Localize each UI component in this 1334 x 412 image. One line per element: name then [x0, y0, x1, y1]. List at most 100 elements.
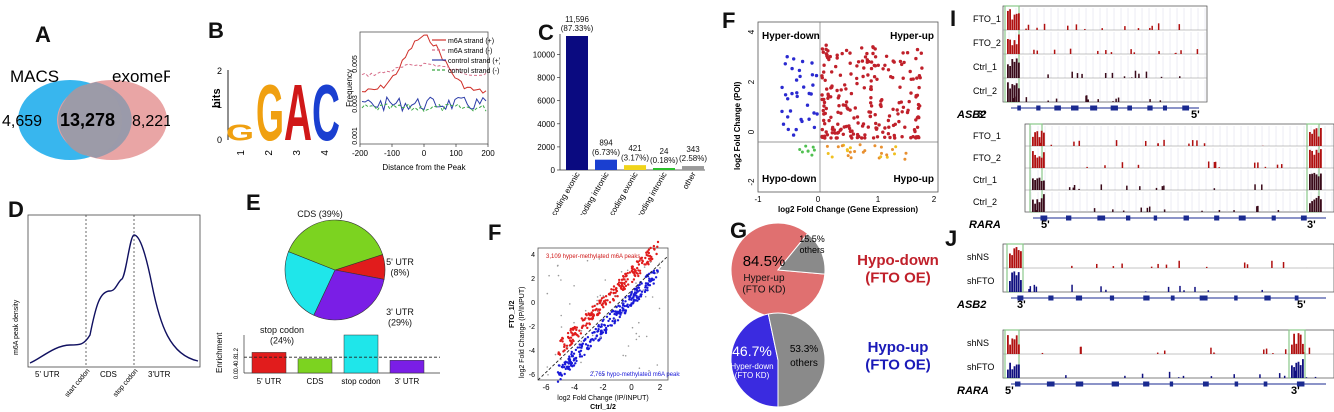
f-up-point-hyperup	[820, 74, 824, 78]
quadrant-scatter: Hyper-down Hyper-up Hypo-down Hypo-up -1 0 1 2 -…	[733, 21, 939, 214]
j-svg-signal	[1165, 264, 1168, 268]
f-lower-point	[569, 336, 573, 339]
f-up-point-hyperdown	[800, 119, 804, 124]
f-up-point-hyperup	[874, 121, 878, 126]
j-svg-exon	[1294, 295, 1299, 301]
f-up-point-hyperup	[836, 122, 840, 126]
f-up-xtick: 2	[932, 195, 937, 204]
f-lower-point	[620, 285, 623, 288]
c-ytick-label: 2000	[537, 143, 555, 152]
j-svg-peak	[1013, 248, 1016, 268]
i-svg-peak	[1007, 10, 1009, 30]
f-lower-point	[632, 271, 636, 275]
enrich-category: CDS	[307, 377, 324, 386]
j-svg-signal	[1263, 349, 1265, 354]
f-up-point-hyperdown	[786, 97, 790, 101]
f-lower-point	[644, 256, 647, 260]
f-lower-point	[632, 278, 636, 281]
f-lower-point	[618, 305, 622, 308]
f-up-point-hyperup	[849, 72, 853, 76]
enrich-bar	[251, 352, 287, 374]
panel-label-a: A	[35, 22, 51, 47]
j-svg-peak	[1015, 275, 1018, 292]
f-lower-bg-point	[638, 321, 640, 324]
j-svg-peak	[1007, 335, 1009, 354]
i-svg-signal	[1180, 50, 1182, 54]
f-up-point-hyperup	[820, 93, 824, 97]
i-svg-signal	[1047, 100, 1049, 102]
c-ytick-label: 10000	[533, 50, 556, 59]
f-up-point-hyperup	[844, 100, 849, 104]
f-lower-point	[608, 312, 612, 316]
f-lower-point	[615, 289, 619, 293]
f-lower-bg-point	[602, 295, 605, 297]
f-up-point-hyperdown	[788, 109, 793, 113]
i-svg-row-label: FTO_1	[973, 131, 1001, 141]
f-up-point-hyperup	[883, 63, 887, 67]
f-up-point-hyperdown	[794, 127, 798, 132]
i-svg-signal	[1157, 23, 1160, 30]
f-lower-point	[612, 291, 615, 295]
f-lower-point	[633, 269, 637, 272]
i-svg-signal	[1276, 164, 1279, 168]
i-svg-peak	[1013, 61, 1016, 78]
motif-ylabel: bits	[211, 88, 223, 108]
f-lower-point	[588, 323, 591, 326]
f-lower-point	[615, 313, 618, 317]
f-lower-point	[626, 272, 629, 275]
i-svg-signal	[1131, 77, 1133, 78]
motif-pos-4: 4	[320, 150, 331, 156]
f-up-point-hypoup	[903, 157, 907, 161]
f-up-point-hyperup	[883, 126, 887, 130]
f-lower-ytick: -4	[529, 348, 535, 355]
i-svg-signal	[1233, 210, 1235, 212]
i-svg-row-label: FTO_2	[973, 153, 1001, 163]
i-svg-signal	[1124, 26, 1126, 30]
i-svg-signal	[1047, 74, 1049, 78]
legend-label: control strand (-)	[448, 68, 499, 75]
panel-label-i: I	[950, 6, 957, 31]
f-up-point-hyperup	[891, 107, 895, 112]
f-up-point-hyperup	[892, 133, 896, 138]
i-svg-peak	[1320, 173, 1322, 190]
j-svg-signal	[1210, 347, 1212, 354]
f-lower-ylabel2: FTO_1/2	[509, 300, 516, 328]
i-svg-signal	[1179, 76, 1181, 78]
enrich-category: stop codon	[341, 377, 380, 386]
f-up-point-hyperup	[873, 113, 877, 117]
f-lower-ytick: 4	[531, 252, 535, 259]
i-svg-signal	[1148, 206, 1151, 212]
f-up-point-hyperup	[840, 51, 844, 56]
i-svg-peak	[1315, 149, 1318, 168]
f-lower-point	[589, 344, 592, 348]
i-svg-peak	[1015, 13, 1018, 30]
i-svg-signal	[1121, 162, 1124, 168]
j-svg-signal	[1278, 373, 1281, 378]
i-svg-row-label: Ctrl_2	[973, 197, 997, 207]
j-svg-peak	[1291, 365, 1293, 378]
f-lower-point	[559, 378, 562, 381]
series-m6a-minus	[361, 62, 487, 78]
f-up-point-hypoup	[885, 155, 889, 159]
f-lower-point	[608, 317, 612, 321]
i-svg-signal	[1261, 184, 1263, 190]
q-hyper-down: Hyper-down	[762, 31, 820, 42]
j-svg-signal	[1163, 350, 1166, 354]
f-up-point-hyperup	[844, 103, 848, 108]
f-up-point-hyperup	[860, 59, 865, 63]
f-lower-bg-point	[547, 374, 549, 376]
f-up-point-hyperup	[911, 77, 915, 81]
f-up-point-hyperup	[835, 131, 840, 135]
j-svg-exon	[1014, 381, 1021, 387]
i-svg-peak	[1036, 199, 1039, 212]
f-up-point-hyperup	[868, 114, 872, 119]
i-svg-signal	[1053, 49, 1056, 54]
f-lower-point	[635, 260, 639, 263]
f-up-point-hyperup	[900, 110, 904, 114]
f-lower-point	[574, 356, 578, 360]
panel-a: A MACS exomePeak 4,659 13,278 8,221	[0, 0, 170, 200]
venn-left-count: 4,659	[2, 113, 42, 130]
i-svg-signal	[1101, 28, 1103, 30]
f-up-point-hyperup	[843, 83, 847, 87]
f-up-point-hyperup	[875, 135, 880, 139]
